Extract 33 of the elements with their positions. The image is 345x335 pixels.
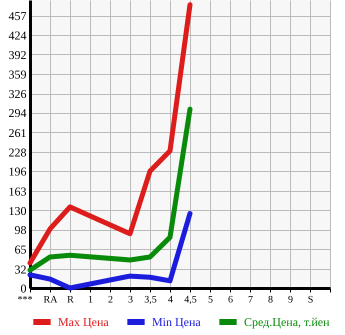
x-tick-label: S <box>308 294 314 306</box>
y-tick-label: 424 <box>8 28 26 43</box>
y-tick-label: 359 <box>8 67 26 82</box>
y-tick-label: 65 <box>14 242 26 257</box>
y-tick-label: 294 <box>8 106 26 120</box>
x-tick-label: 5 <box>208 294 213 306</box>
x-tick-label: RA <box>44 294 58 306</box>
y-tick-label: 32 <box>14 262 26 276</box>
x-tick-label: 3,5 <box>144 294 157 306</box>
y-tick-label: 261 <box>8 126 26 140</box>
y-tick-label: 457 <box>8 9 26 24</box>
x-tick-label: 6 <box>228 294 233 306</box>
y-tick-label: 326 <box>8 87 26 102</box>
x-tick-label: 1 <box>88 294 93 306</box>
y-tick-label: 163 <box>8 184 26 198</box>
x-tick-label: 4 <box>168 294 173 306</box>
x-tick-label: 4,5 <box>184 294 197 306</box>
x-tick-label: 8 <box>268 294 273 306</box>
x-tick-label: 7 <box>248 294 253 306</box>
x-tick-label: *** <box>18 294 32 306</box>
y-tick-label: 98 <box>14 223 26 238</box>
x-tick-label: 3 <box>128 294 133 306</box>
y-tick-label: 196 <box>8 164 26 179</box>
x-tick-label: 2 <box>108 294 113 306</box>
x-tick-label: R <box>67 294 74 306</box>
x-tick-label: 9 <box>288 294 293 306</box>
legend-label: Min Цена <box>152 315 202 329</box>
y-tick-label: 130 <box>8 204 26 218</box>
legend-label: Max Цена <box>58 315 110 329</box>
y-tick-label: 0 <box>20 282 26 296</box>
y-tick-label: 228 <box>8 146 26 160</box>
y-tick-label: 392 <box>8 48 26 62</box>
legend-label: Сред.Цена, т.йен <box>244 315 330 329</box>
